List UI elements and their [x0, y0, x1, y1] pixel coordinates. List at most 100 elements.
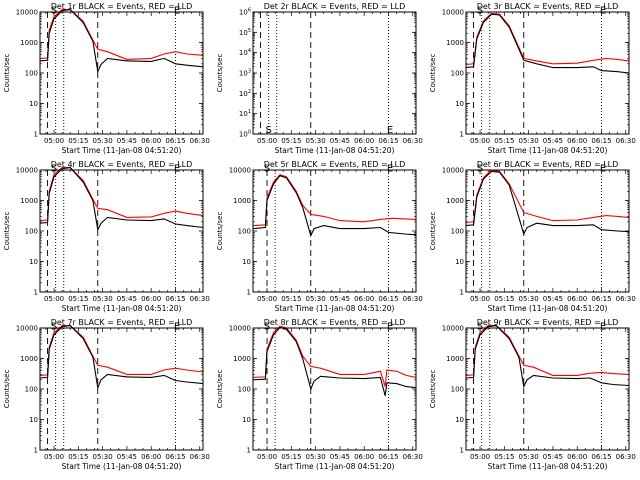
interval-letter-e: E: [387, 322, 393, 333]
x-axis-label: Start Time (11-Jan-08 04:51:20): [275, 462, 395, 471]
x-tick-label: 06:30: [403, 137, 423, 145]
panel-3: Det 3r BLACK = Events, RED = LLD Counts/s…: [429, 2, 636, 155]
panel-5: Det 5r BLACK = Events, RED = LLD Counts/s…: [216, 160, 423, 313]
x-tick-label: 05:30: [93, 137, 113, 145]
y-tick-label: 100: [451, 70, 464, 78]
x-tick-label: 05:00: [257, 137, 277, 145]
y-tick-label: 1000: [233, 197, 251, 205]
y-tick-label: 1: [34, 131, 38, 139]
x-tick-label: 05:30: [93, 453, 113, 461]
interval-letter-e: E: [174, 164, 180, 175]
x-tick-label: 05:45: [543, 137, 563, 145]
x-tick-label: 05:15: [68, 295, 88, 303]
y-tick-label: 1000: [446, 39, 464, 47]
y-tick-label: 1000: [20, 197, 38, 205]
y-tick-label: 106: [239, 8, 251, 17]
x-tick-label: 05:45: [117, 137, 137, 145]
y-tick-label: 10: [455, 258, 464, 266]
events-series-line: [252, 326, 417, 396]
y-tick-label: 100: [451, 228, 464, 236]
plot-frame: [465, 327, 630, 451]
y-tick-label: 1: [34, 447, 38, 455]
y-tick-label: 10000: [16, 167, 38, 175]
x-tick-label: 06:30: [190, 295, 210, 303]
y-tick-label: 1000: [446, 355, 464, 363]
x-tick-label: 06:15: [378, 137, 398, 145]
x-tick-label: 06:15: [591, 295, 611, 303]
y-tick-label: 1: [460, 289, 464, 297]
plot-frame: [252, 11, 417, 135]
interval-letter-s: S: [477, 164, 483, 175]
panel-title: Det 6r BLACK = Events, RED = LLD: [477, 160, 619, 169]
x-tick-label: 05:45: [543, 295, 563, 303]
x-tick-label: 06:00: [141, 453, 161, 461]
x-tick-label: 05:00: [470, 137, 490, 145]
interval-letter-e: E: [174, 6, 180, 17]
panel-title: Det 9r BLACK = Events, RED = LLD: [477, 318, 619, 327]
lld-series-line: [39, 325, 204, 376]
y-axis-label: Counts/sec: [216, 212, 224, 251]
x-axis-label: Start Time (11-Jan-08 04:51:20): [488, 304, 608, 313]
y-tick-label: 1: [460, 131, 464, 139]
x-tick-label: 06:15: [378, 295, 398, 303]
y-tick-label: 105: [239, 28, 251, 37]
x-axis-label: Start Time (11-Jan-08 04:51:20): [62, 462, 182, 471]
y-tick-label: 100: [25, 70, 38, 78]
plot-frame: [39, 327, 204, 451]
x-tick-label: 06:15: [165, 137, 185, 145]
interval-letter-e: E: [600, 164, 606, 175]
lld-series-line: [252, 174, 417, 227]
x-tick-label: 06:15: [591, 453, 611, 461]
interval-letter-s: S: [264, 322, 270, 333]
panel-4: Det 4r BLACK = Events, RED = LLD Counts/s…: [3, 160, 210, 313]
x-tick-label: 06:30: [403, 453, 423, 461]
x-tick-label: 06:00: [354, 295, 374, 303]
panel-2: Det 2r BLACK = Events, RED = LLD Counts/s…: [216, 2, 423, 155]
y-tick-label: 104: [239, 48, 251, 57]
y-tick-label: 10000: [229, 167, 251, 175]
panel-title: Det 4r BLACK = Events, RED = LLD: [51, 160, 193, 169]
x-tick-label: 06:15: [165, 453, 185, 461]
y-axis-label: Counts/sec: [3, 54, 11, 93]
interval-letter-s: S: [264, 164, 270, 175]
plot-frame: [465, 169, 630, 293]
x-tick-label: 05:30: [306, 295, 326, 303]
interval-letter-s: S: [265, 125, 271, 136]
events-series-line: [465, 13, 630, 74]
x-tick-label: 06:15: [591, 137, 611, 145]
y-tick-label: 1000: [446, 197, 464, 205]
panel-7: Det 7r BLACK = Events, RED = LLD Counts/s…: [3, 318, 210, 471]
interval-letter-e: E: [600, 6, 606, 17]
x-tick-label: 05:00: [470, 295, 490, 303]
plot-frame: [39, 169, 204, 293]
x-tick-label: 05:45: [117, 453, 137, 461]
interval-letter-s: S: [51, 164, 57, 175]
y-tick-label: 100: [25, 228, 38, 236]
x-axis-label: Start Time (11-Jan-08 04:51:20): [275, 146, 395, 155]
x-tick-label: 06:30: [616, 137, 636, 145]
y-tick-label: 10: [29, 416, 38, 424]
y-tick-label: 10000: [442, 325, 464, 333]
x-tick-label: 06:30: [616, 453, 636, 461]
plot-frame: [252, 169, 417, 293]
lld-series-line: [465, 169, 630, 224]
x-tick-label: 05:00: [44, 453, 64, 461]
interval-letter-e: E: [174, 322, 180, 333]
x-tick-label: 06:00: [354, 137, 374, 145]
x-tick-label: 05:00: [44, 295, 64, 303]
y-tick-label: 1000: [233, 355, 251, 363]
y-axis-label: Counts/sec: [429, 54, 437, 93]
y-tick-label: 100: [25, 386, 38, 394]
y-tick-label: 10: [29, 258, 38, 266]
x-tick-label: 06:30: [616, 295, 636, 303]
y-tick-label: 100: [451, 386, 464, 394]
x-axis-label: Start Time (11-Jan-08 04:51:20): [488, 462, 608, 471]
y-axis-label: Counts/sec: [3, 370, 11, 409]
panel-title: Det 7r BLACK = Events, RED = LLD: [51, 318, 193, 327]
panel-title: Det 1r BLACK = Events, RED = LLD: [51, 2, 193, 11]
x-tick-label: 05:45: [543, 453, 563, 461]
x-tick-label: 05:00: [470, 453, 490, 461]
x-tick-label: 06:00: [141, 295, 161, 303]
